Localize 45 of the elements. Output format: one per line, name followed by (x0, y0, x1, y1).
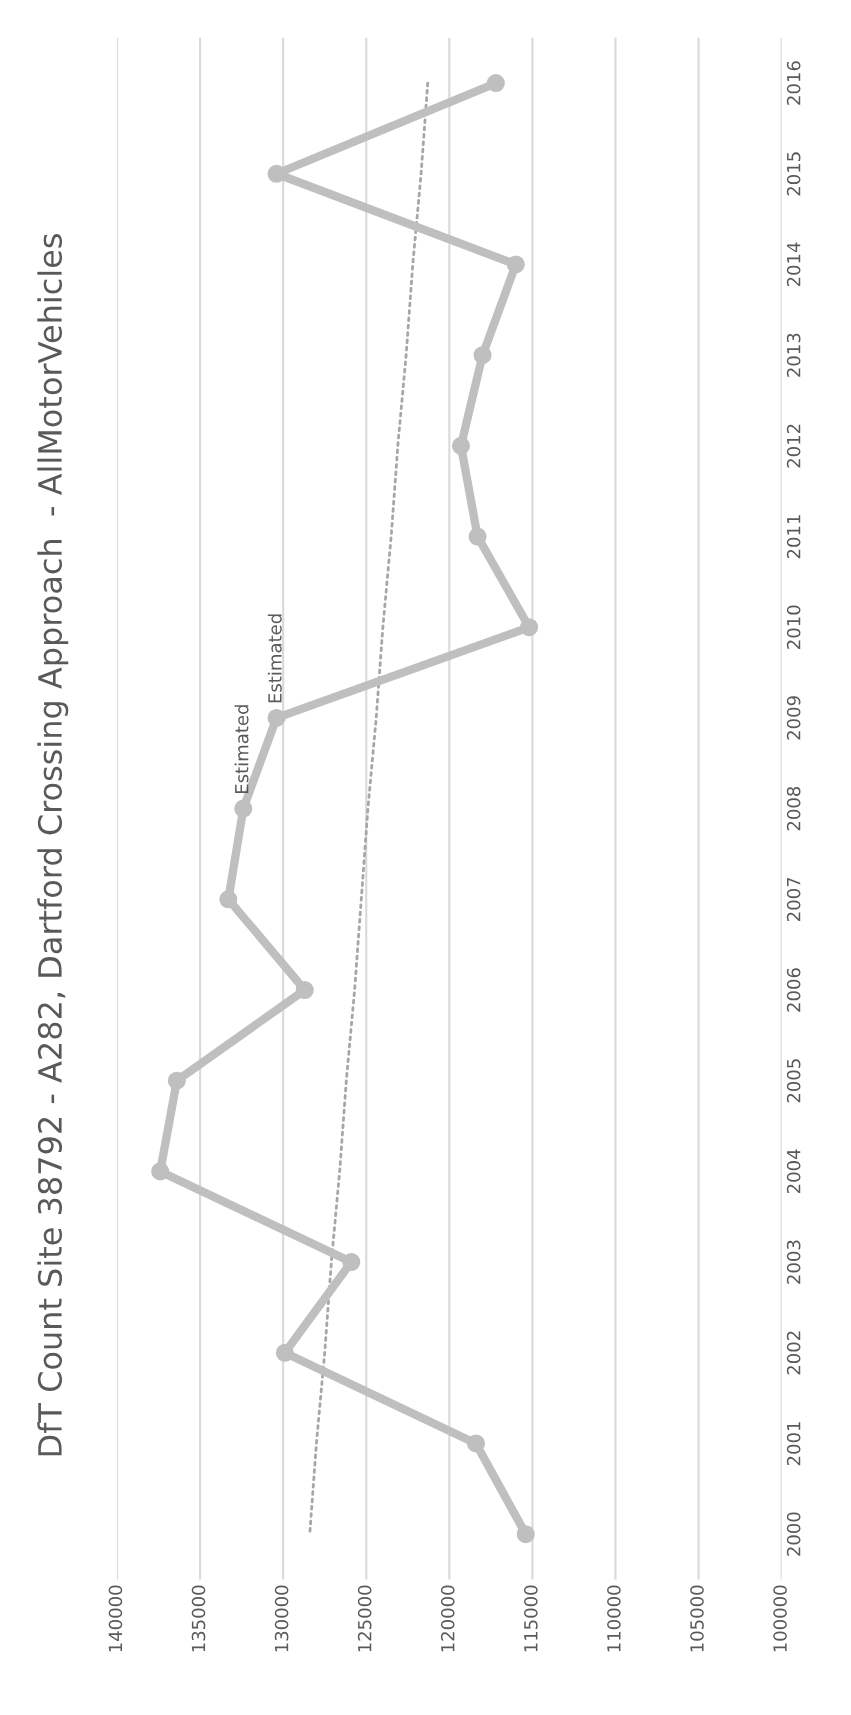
point (486, 74, 505, 93)
y-tick-label: 2011 (786, 515, 801, 559)
y-tick-label: 2004 (786, 1149, 801, 1194)
point (451, 436, 470, 455)
x-tick-label: 140000 (108, 1585, 123, 1652)
y-tick-label: 2005 (786, 1059, 801, 1103)
point (219, 890, 238, 909)
point (275, 1343, 294, 1362)
y-tick-label: 2006 (786, 968, 801, 1012)
y-tick-label: 2003 (786, 1240, 801, 1284)
point (520, 618, 539, 637)
x-tick-label: 125000 (357, 1585, 372, 1652)
y-tick-label: 2009 (786, 696, 801, 740)
point (342, 1253, 361, 1272)
point (267, 708, 286, 727)
y-tick-label: 2014 (786, 242, 801, 287)
y-tick-label: 2008 (786, 786, 801, 831)
x-tick-label: 120000 (440, 1585, 455, 1652)
point (468, 527, 487, 546)
y-tick-label: 2015 (786, 152, 801, 196)
x-tick-label: 135000 (191, 1585, 206, 1652)
x-tick-label: 115000 (523, 1585, 538, 1652)
point (516, 1525, 535, 1544)
point (234, 799, 253, 818)
x-tick-label: 105000 (690, 1585, 704, 1652)
annotation: Estimated (234, 705, 249, 793)
y-tick-label: 2016 (786, 61, 801, 105)
y-tick-label: 2002 (786, 1331, 801, 1375)
y-tick-label: 2001 (786, 1422, 801, 1466)
point (466, 1434, 485, 1453)
x-tick-label: 130000 (274, 1585, 289, 1652)
point (473, 346, 492, 365)
y-tick-label: 2013 (786, 333, 801, 377)
point (506, 255, 525, 274)
annotation: Estimated (267, 614, 282, 703)
x-tick-label: 100000 (773, 1585, 787, 1652)
y-tick-label: 2000 (786, 1512, 801, 1556)
y-tick-label: 2010 (786, 605, 801, 649)
point (151, 1162, 170, 1181)
point (295, 980, 314, 1000)
y-tick-label: 2012 (786, 424, 801, 468)
point (167, 1071, 186, 1090)
y-tick-label: 2007 (786, 877, 801, 921)
text: DfT Count Site 38792 - A282, Dartford Crossing Approach - AllMotorVehicles (37, 234, 69, 1456)
x-tick-label: 110000 (607, 1585, 621, 1652)
